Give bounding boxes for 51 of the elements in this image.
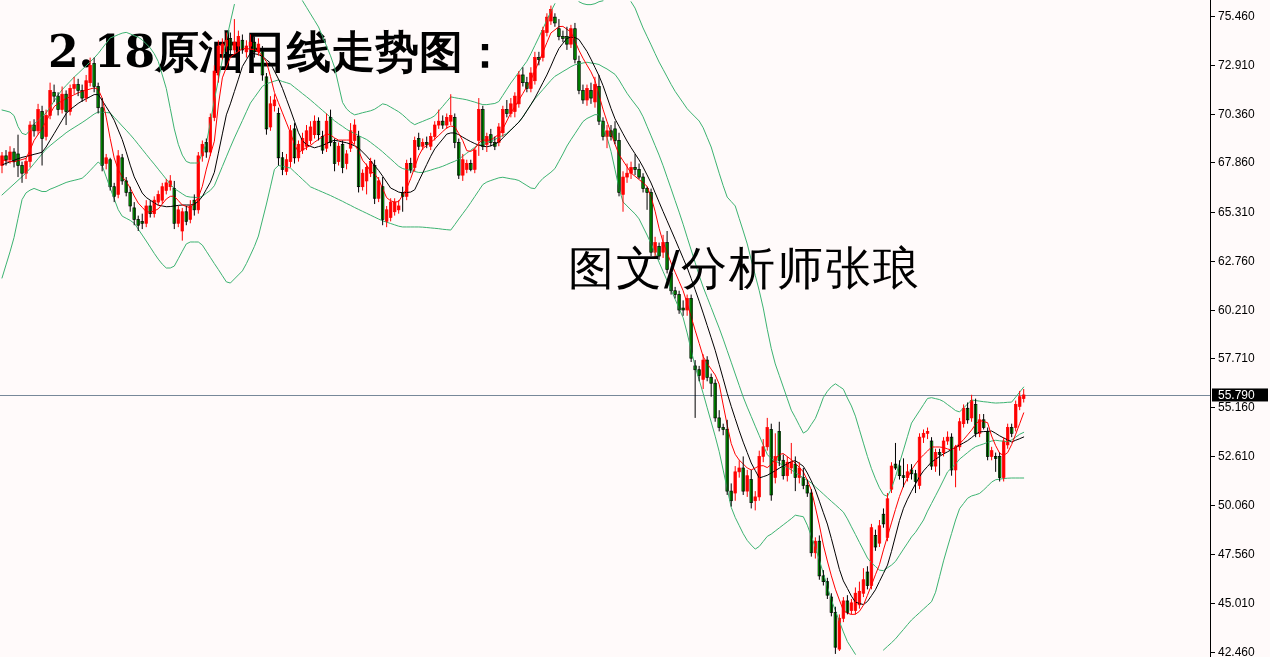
candlestick <box>701 353 705 390</box>
candlestick <box>228 32 233 57</box>
candlestick <box>1022 388 1026 403</box>
candlestick <box>1010 423 1014 438</box>
y-tick-label: 45.010 <box>1218 595 1256 610</box>
candlestick <box>421 138 425 151</box>
candlestick <box>389 197 393 222</box>
candlestick <box>140 213 144 230</box>
candlestick <box>180 207 184 242</box>
y-tick-label: 67.860 <box>1218 155 1256 170</box>
y-tick-label: 47.560 <box>1218 546 1256 561</box>
candlestick <box>336 141 341 166</box>
candlestick <box>741 455 745 496</box>
candlestick <box>998 452 1002 482</box>
candlestick <box>360 168 365 192</box>
y-tick-label: 42.460 <box>1218 644 1256 657</box>
y-tick-label: 55.160 <box>1218 400 1256 415</box>
candlestick <box>745 469 749 498</box>
candlestick <box>409 157 413 174</box>
candlestick <box>449 93 453 126</box>
candlestick <box>469 159 473 172</box>
candlestick <box>505 99 509 118</box>
candlestick <box>801 467 805 490</box>
candlestick <box>340 139 345 174</box>
candlestick <box>184 205 188 226</box>
candlestick <box>749 469 753 509</box>
y-tick-label: 72.910 <box>1218 58 1256 73</box>
candlestick <box>268 95 273 132</box>
y-tick-label: 52.610 <box>1218 449 1256 464</box>
candlestick <box>397 199 401 215</box>
candlestick <box>989 446 994 461</box>
candlestick <box>417 132 421 151</box>
ref-line-label: 55.790 <box>1218 387 1256 402</box>
y-tick-label: 65.310 <box>1218 204 1256 219</box>
candlestick <box>160 182 164 205</box>
candlestick <box>104 153 108 170</box>
candlestick <box>176 205 180 228</box>
y-tick-label: 62.760 <box>1218 253 1256 268</box>
candlestick <box>344 149 349 170</box>
candlestick <box>873 529 878 552</box>
candlestick <box>461 153 465 182</box>
y-tick-label: 50.060 <box>1218 498 1256 513</box>
candlestick <box>865 565 870 590</box>
y-tick-label: 70.360 <box>1218 107 1256 122</box>
candlestick <box>733 465 737 502</box>
candlestick <box>965 401 970 425</box>
y-tick-label: 57.710 <box>1218 350 1256 365</box>
y-tick-label: 60.210 <box>1218 302 1256 317</box>
candlestick <box>465 159 469 174</box>
y-tick-label: 75.460 <box>1218 8 1256 23</box>
candlestick <box>441 114 445 130</box>
